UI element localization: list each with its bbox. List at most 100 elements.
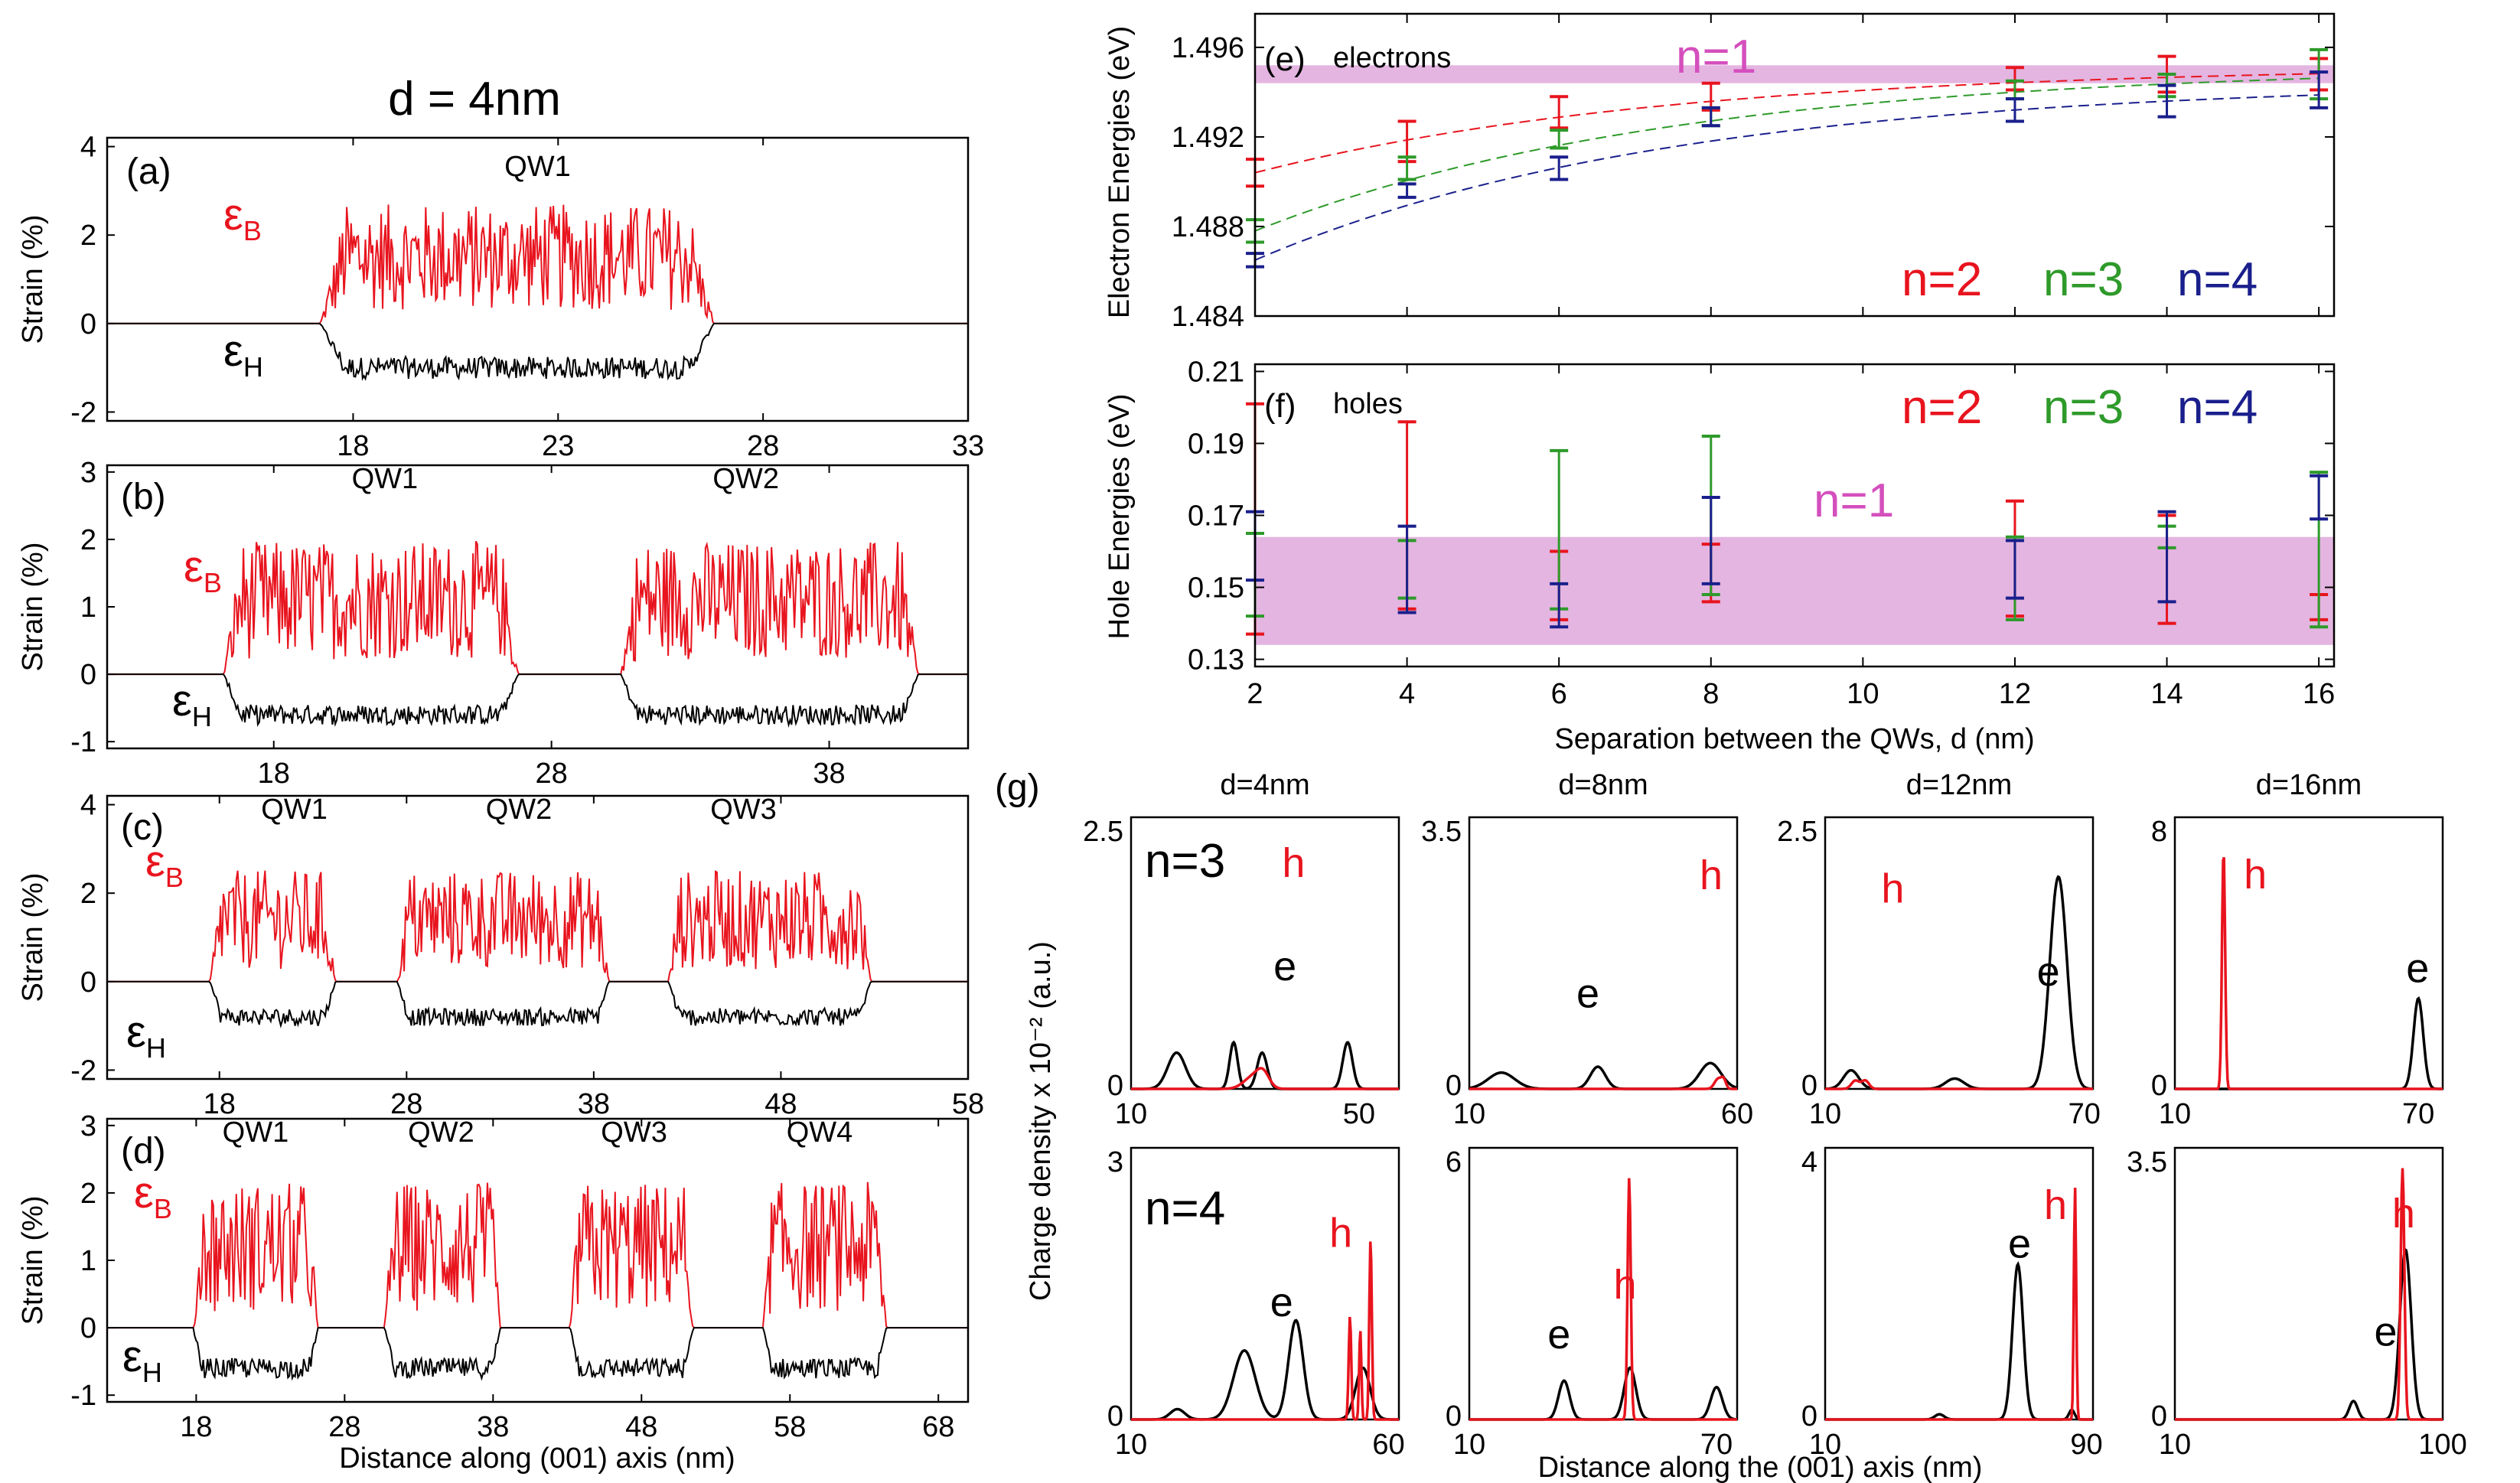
electron-label: e	[2406, 946, 2429, 992]
n1-band	[1255, 536, 2334, 645]
y-tick-label: 3	[80, 1110, 96, 1142]
electron-label: e	[2008, 1221, 2031, 1267]
electron-label: e	[2037, 949, 2060, 995]
x-tick-label: 10	[1453, 1429, 1485, 1461]
hole-density-line	[1131, 1067, 1399, 1090]
eps-B-label: εB	[184, 542, 222, 598]
qw-label: QW1	[504, 151, 571, 183]
x-tick-label: 18	[258, 758, 290, 790]
y-tick-label: -2	[70, 1054, 96, 1087]
y-max-label: 3.5	[1421, 816, 1462, 848]
density-frame	[1468, 1146, 1739, 1421]
y-tick-label: 0	[80, 966, 96, 999]
fit-curve-n=4	[1254, 94, 2320, 261]
x-tick-label: 100	[2418, 1429, 2466, 1461]
x-tick-label: 70	[2068, 1098, 2101, 1130]
x-tick-label: 18	[180, 1411, 212, 1443]
y-max-label: 2.5	[1777, 816, 1817, 848]
y-tick-label: -2	[70, 396, 96, 429]
x-tick-label: 10	[1115, 1098, 1147, 1130]
x-tick-label: 50	[1343, 1098, 1375, 1130]
x-tick-label: 10	[1809, 1098, 1841, 1130]
y-tick-label: 2	[80, 1178, 96, 1210]
x-tick-label: 28	[747, 430, 779, 462]
hole-density-line	[1825, 1188, 2093, 1421]
x-tick-label: 8	[1703, 678, 1719, 710]
legend-n=4: n=4	[2177, 253, 2258, 306]
electron-density-line	[1825, 875, 2093, 1090]
y-max-label: 2.5	[1083, 816, 1123, 848]
x-tick-label: 68	[922, 1411, 954, 1443]
panel-b-ylabel: Strain (%)	[17, 543, 49, 672]
eps-B-label: εB	[134, 1168, 172, 1224]
y-zero-label: 0	[1801, 1400, 1817, 1432]
panel-c-label: (c)	[121, 807, 164, 848]
electron-density-line	[1131, 1040, 1399, 1090]
y-tick-label: 1	[80, 592, 96, 624]
fit-curve-n=2	[1254, 73, 2320, 174]
panel-e-ylabel: Electron Energies (eV)	[1104, 26, 1136, 318]
y-max-label: 3.5	[2127, 1146, 2167, 1178]
panel-g: (g) Charge density x 10⁻² (a.u.) Distanc…	[995, 768, 2467, 1483]
eps-H-label: εH	[122, 1331, 162, 1388]
panel-c-frame	[106, 794, 970, 1080]
x-tick-label: 38	[578, 1088, 610, 1120]
electron-label: e	[1576, 971, 1599, 1017]
y-tick-label: 2	[80, 524, 96, 556]
eps-B-label: εB	[145, 836, 184, 893]
electron-density-line	[1469, 1366, 1737, 1421]
x-tick-label: 28	[536, 758, 568, 790]
x-tick-label: 18	[204, 1088, 236, 1120]
y-zero-label: 0	[1107, 1070, 1123, 1102]
y-tick-label: -1	[70, 726, 96, 758]
legend-n=3: n=3	[2043, 253, 2124, 306]
hole-density-line	[1469, 1178, 1737, 1421]
legend-n=2: n=2	[1902, 253, 1982, 306]
eps-B-label: εB	[223, 190, 262, 246]
x-tick-label: 70	[1700, 1429, 1733, 1461]
panel-e-frame	[1253, 12, 2336, 318]
x-tick-label: 10	[1453, 1098, 1485, 1130]
y-zero-label: 0	[1446, 1400, 1462, 1432]
x-tick-label: 10	[1847, 678, 1879, 710]
y-max-label: 4	[1801, 1146, 1817, 1178]
panel-a-label: (a)	[126, 152, 171, 192]
electron-density-line	[1131, 1318, 1399, 1421]
eps-H-label: εH	[172, 676, 212, 732]
hole-label: h	[2044, 1182, 2067, 1228]
y-tick-label: 2	[80, 878, 96, 910]
y-tick-label: 3	[80, 457, 96, 489]
x-tick-label: 38	[813, 758, 845, 790]
row-label: n=4	[1145, 1182, 1225, 1235]
panel-c: 18 28 38 48 58 4 2 0 -2 QW1 QW2 QW3 εB εH (c) Strain …	[17, 790, 984, 1120]
qw-label: QW1	[352, 463, 419, 495]
electron-density-line	[2175, 1247, 2443, 1421]
x-tick-label: 28	[390, 1088, 422, 1120]
electron-label: e	[1270, 1279, 1293, 1325]
eps-B-line	[107, 870, 968, 983]
x-tick-label: 60	[1721, 1098, 1753, 1130]
y-tick-label: 0.17	[1188, 500, 1244, 533]
hole-density-line	[1825, 1078, 2093, 1090]
panel-g-label: (g)	[995, 768, 1040, 808]
panel-d-label: (d)	[121, 1131, 166, 1172]
x-tick-label: 28	[328, 1411, 360, 1443]
hole-label: h	[1613, 1262, 1636, 1308]
x-tick-label: 12	[1999, 678, 2031, 710]
x-tick-label: 14	[2150, 678, 2183, 710]
x-tick-label: 33	[952, 430, 984, 462]
y-tick-label: 1.496	[1172, 32, 1244, 64]
y-tick-label: -1	[70, 1380, 96, 1412]
n1-band	[1255, 65, 2334, 83]
column-title: d=12nm	[1906, 769, 2012, 801]
qw-label: QW3	[710, 794, 777, 826]
qw-label: QW1	[261, 794, 328, 826]
electron-label: e	[1547, 1312, 1570, 1358]
y-tick-label: 0	[80, 659, 96, 691]
y-max-label: 6	[1446, 1146, 1462, 1178]
panel-b-marks: 18 28 38 3 2 1 0 -1 QW1 QW2 εB εH	[70, 457, 968, 790]
panel-c-marks: 18 28 38 48 58 4 2 0 -2 QW1 QW2 QW3 εB εH	[70, 790, 984, 1120]
x-tick-label: 6	[1551, 678, 1567, 710]
